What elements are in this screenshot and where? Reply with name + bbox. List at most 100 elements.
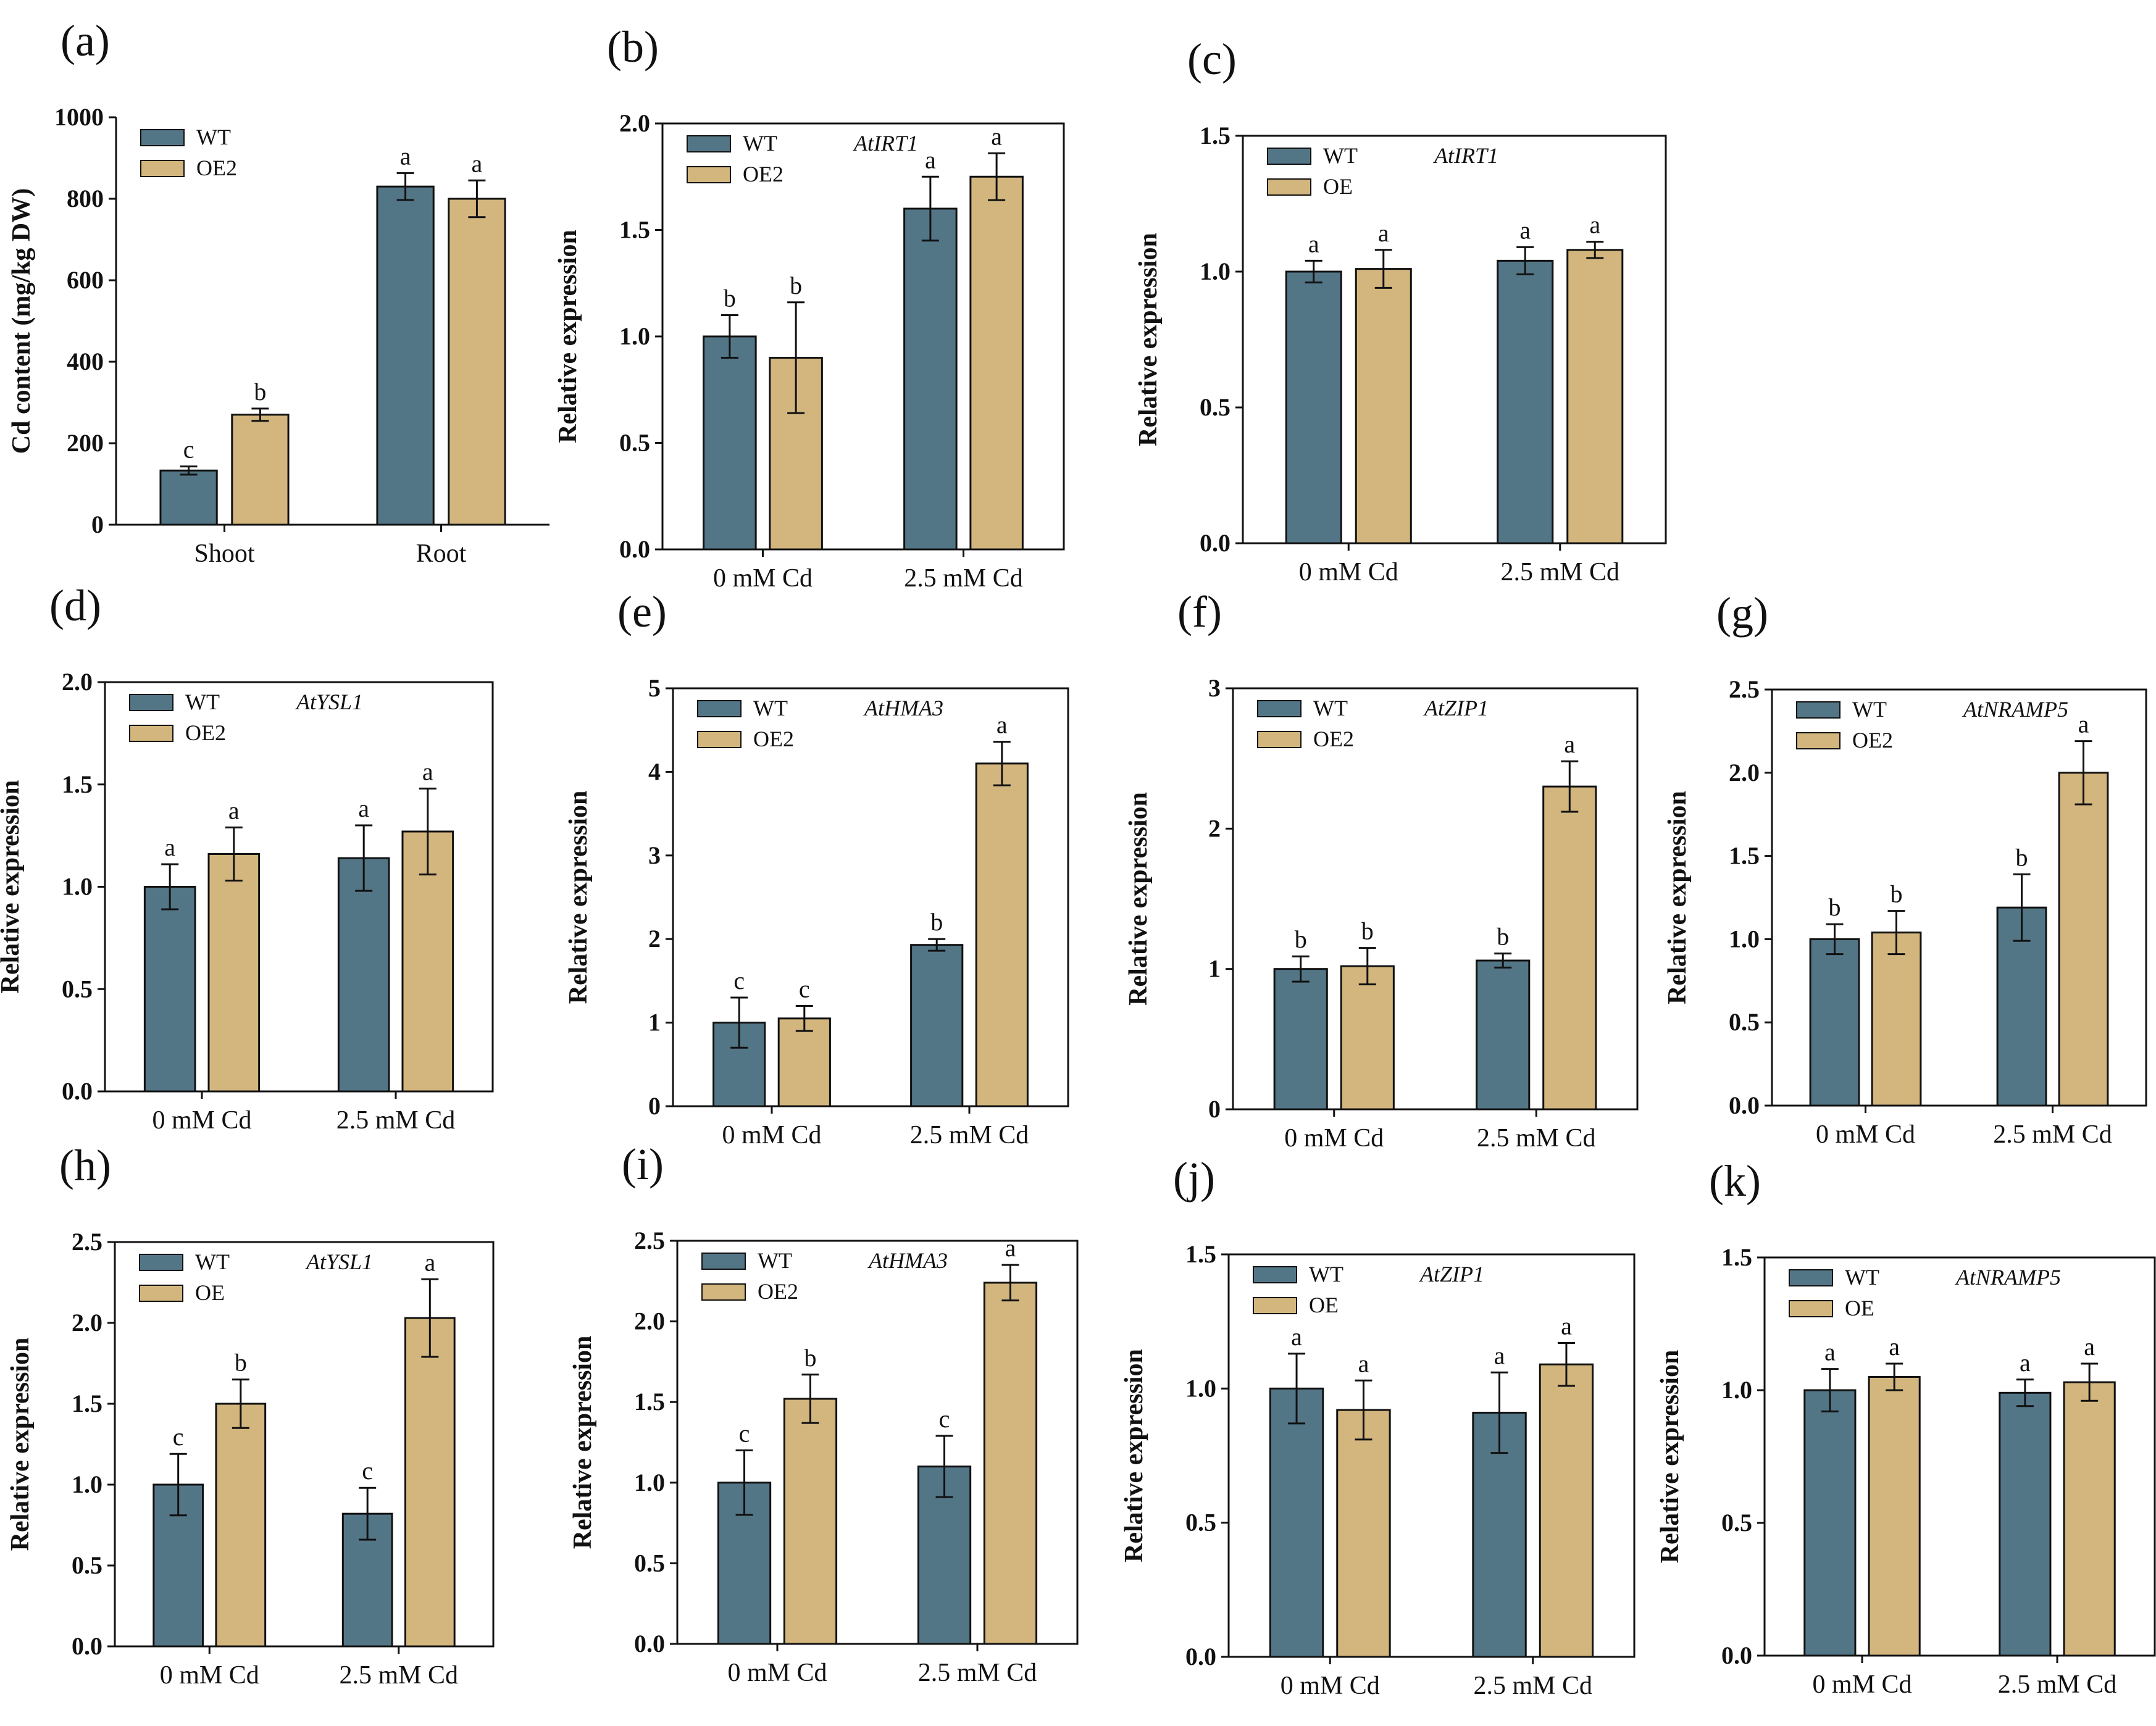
bar-wt-0 [143, 886, 196, 1093]
significance-letter: a [1564, 730, 1575, 758]
y-tick-label: 0.0 [634, 1630, 665, 1657]
x-tick-label: 2.5 mM Cd [336, 1106, 456, 1135]
legend-swatch-oe2 [140, 160, 185, 177]
gene-label: AtHMA3 [867, 1248, 948, 1273]
y-tick-label: 1000 [54, 103, 104, 131]
significance-letter: b [2016, 843, 2028, 871]
significance-letter: b [804, 1344, 816, 1372]
legend-label: OE2 [743, 162, 783, 186]
significance-letter: a [2084, 1333, 2095, 1361]
legend-swatch-wt [1267, 148, 1311, 165]
bar-oe2-0 [783, 1398, 838, 1645]
y-tick-label: 1.0 [619, 322, 650, 350]
significance-letter: a [997, 711, 1008, 739]
panel-label: (h) [59, 1141, 111, 1190]
y-tick-label: 200 [67, 429, 104, 457]
x-tick-label: 0 mM Cd [727, 1659, 827, 1687]
y-tick-label: 1.0 [62, 873, 93, 901]
legend-label: WT [1845, 1265, 1879, 1290]
y-tick-label: 0 [91, 511, 104, 538]
legend-swatch-oe2 [129, 725, 173, 742]
y-tick-label: 5 [648, 674, 661, 702]
y-tick-label: 1.0 [1729, 925, 1760, 953]
legend-label: WT [196, 125, 231, 149]
panel-e: (e) 0 1 2 3 4 5 Relative expression 0 mM Cd c c 2.5… [564, 587, 1069, 1149]
legend-swatch-wt [1253, 1266, 1297, 1283]
y-tick-label: 1.0 [634, 1469, 665, 1496]
legend-label: OE [1309, 1293, 1339, 1317]
plot-frame [676, 1240, 1079, 1645]
legend-label: WT [1313, 696, 1348, 720]
significance-letter: a [2078, 711, 2089, 738]
significance-letter: c [799, 975, 810, 1003]
bar-oe-0 [1868, 1376, 1921, 1657]
significance-letter: a [1824, 1338, 1836, 1366]
y-tick-label: 2.0 [72, 1309, 102, 1336]
significance-letter: a [2020, 1349, 2031, 1377]
y-tick-label: 0.5 [619, 429, 650, 457]
significance-letter: a [1358, 1349, 1369, 1377]
panel-label: (k) [1709, 1156, 1761, 1206]
bar-oe2-1 [2058, 772, 2109, 1107]
panel-f: (f) 0 1 2 3 Relative expression 0 mM Cd b b 2.5 m… [1124, 587, 1639, 1153]
significance-letter: c [739, 1420, 750, 1448]
legend-label: WT [743, 131, 777, 156]
y-axis-label: Relative expression [1663, 791, 1692, 1004]
x-tick-label: 0 mM Cd [1281, 1672, 1380, 1700]
significance-letter: a [1494, 1341, 1505, 1369]
y-tick-label: 2.0 [62, 668, 93, 696]
panel-i: (i) 0.0 0.5 1.0 1.5 2.0 2.5 Relative expression… [569, 1140, 1079, 1687]
bar-oe2-0 [231, 414, 290, 526]
plot-frame [1771, 688, 2147, 1107]
bar-wt-1 [1999, 1391, 2052, 1657]
y-tick-label: 0.0 [1721, 1641, 1752, 1669]
y-tick-label: 0.0 [62, 1077, 93, 1105]
y-tick-label: 2.0 [619, 109, 650, 137]
legend-label: WT [1852, 697, 1887, 722]
legend-label: WT [195, 1249, 230, 1274]
plot-frame [1242, 135, 1667, 544]
y-axis-label: Relative expression [1656, 1350, 1684, 1564]
gene-label: AtIRT1 [853, 131, 918, 156]
panel-label: (a) [61, 16, 110, 65]
y-axis-label: Relative expression [569, 1336, 597, 1549]
legend-label: OE [1323, 174, 1353, 199]
panel-label: (b) [607, 22, 659, 72]
significance-letter: a [472, 149, 483, 177]
panel-j: (j) 0.0 0.5 1.0 1.5 Relative expression 0 mM C… [1120, 1153, 1636, 1700]
legend-swatch-oe [1789, 1300, 1833, 1317]
legend-label: OE2 [753, 727, 794, 751]
y-tick-label: 2.5 [72, 1228, 102, 1256]
y-tick-label: 0.5 [1200, 393, 1231, 421]
bar-wt-0 [1809, 938, 1860, 1107]
legend-label: WT [185, 690, 220, 714]
y-tick-label: 600 [67, 266, 104, 294]
y-tick-label: 0.0 [619, 535, 650, 563]
bar-wt-0 [159, 469, 218, 526]
y-tick-label: 1.5 [619, 216, 650, 244]
y-tick-label: 0.5 [1185, 1509, 1216, 1536]
y-tick-label: 0.0 [72, 1632, 102, 1660]
y-tick-label: 1.5 [1721, 1243, 1752, 1271]
y-tick-label: 2 [1208, 814, 1221, 842]
significance-letter: a [424, 1248, 435, 1276]
y-axis-label: Relative expression [6, 1338, 35, 1551]
legend-swatch-oe [1253, 1297, 1297, 1314]
significance-letter: c [939, 1405, 950, 1433]
panel-label: (j) [1173, 1153, 1215, 1203]
y-tick-label: 1 [648, 1009, 661, 1036]
legend-swatch-oe2 [687, 166, 731, 183]
bar-oe2-1 [448, 198, 506, 526]
gene-label: AtZIP1 [1423, 696, 1489, 720]
significance-letter: a [1589, 211, 1600, 239]
legend-swatch-oe [139, 1285, 183, 1302]
y-tick-label: 1.5 [1729, 842, 1760, 870]
bar-wt-1 [337, 857, 390, 1093]
significance-letter: b [1295, 925, 1307, 953]
significance-letter: c [173, 1423, 184, 1451]
significance-letter: a [400, 142, 411, 170]
y-tick-label: 400 [67, 348, 104, 375]
legend-swatch-oe [1267, 178, 1311, 196]
panel-h: (h) 0.0 0.5 1.0 1.5 2.0 2.5 Relative expression… [6, 1141, 495, 1690]
